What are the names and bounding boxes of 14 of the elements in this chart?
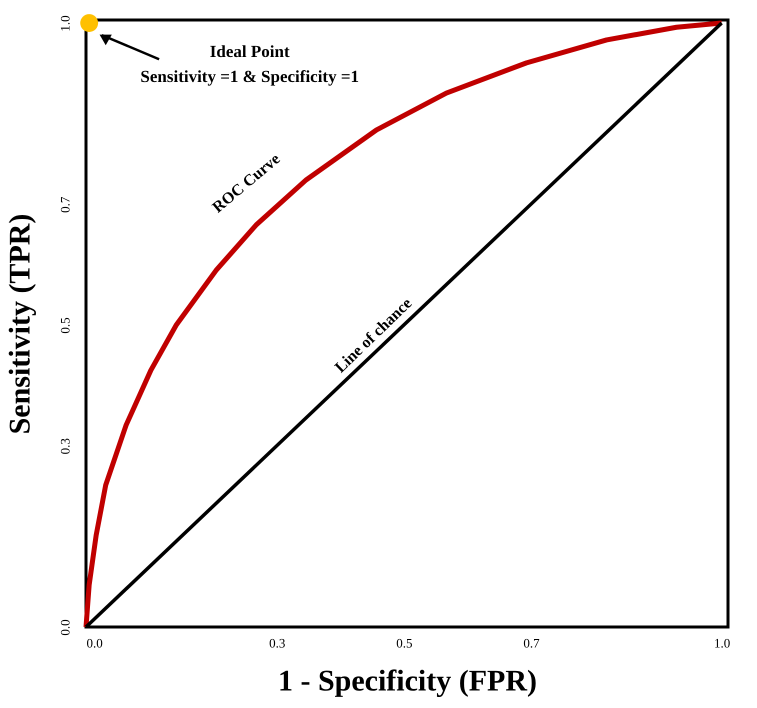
x-tick-label: 0.0 bbox=[86, 636, 103, 650]
x-axis-title: 1 - Specificity (FPR) bbox=[278, 664, 538, 698]
y-tick-label: 1.0 bbox=[58, 15, 72, 32]
x-tick-label: 0.5 bbox=[396, 636, 412, 650]
x-tick-label: 1.0 bbox=[714, 636, 730, 650]
annotation: Sensitivity =1 & Specificity =1 bbox=[140, 67, 360, 86]
y-tick-label: 0.7 bbox=[58, 196, 72, 213]
y-tick-label: 0.3 bbox=[58, 438, 72, 454]
y-tick-label: 0.0 bbox=[58, 619, 72, 636]
y-tick-label: 0.5 bbox=[58, 317, 72, 334]
y-axis-title: Sensitivity (TPR) bbox=[4, 214, 36, 434]
x-tick-label: 0.3 bbox=[269, 636, 286, 650]
x-tick-label: 0.7 bbox=[523, 636, 540, 650]
annotation: Ideal Point bbox=[210, 42, 290, 61]
